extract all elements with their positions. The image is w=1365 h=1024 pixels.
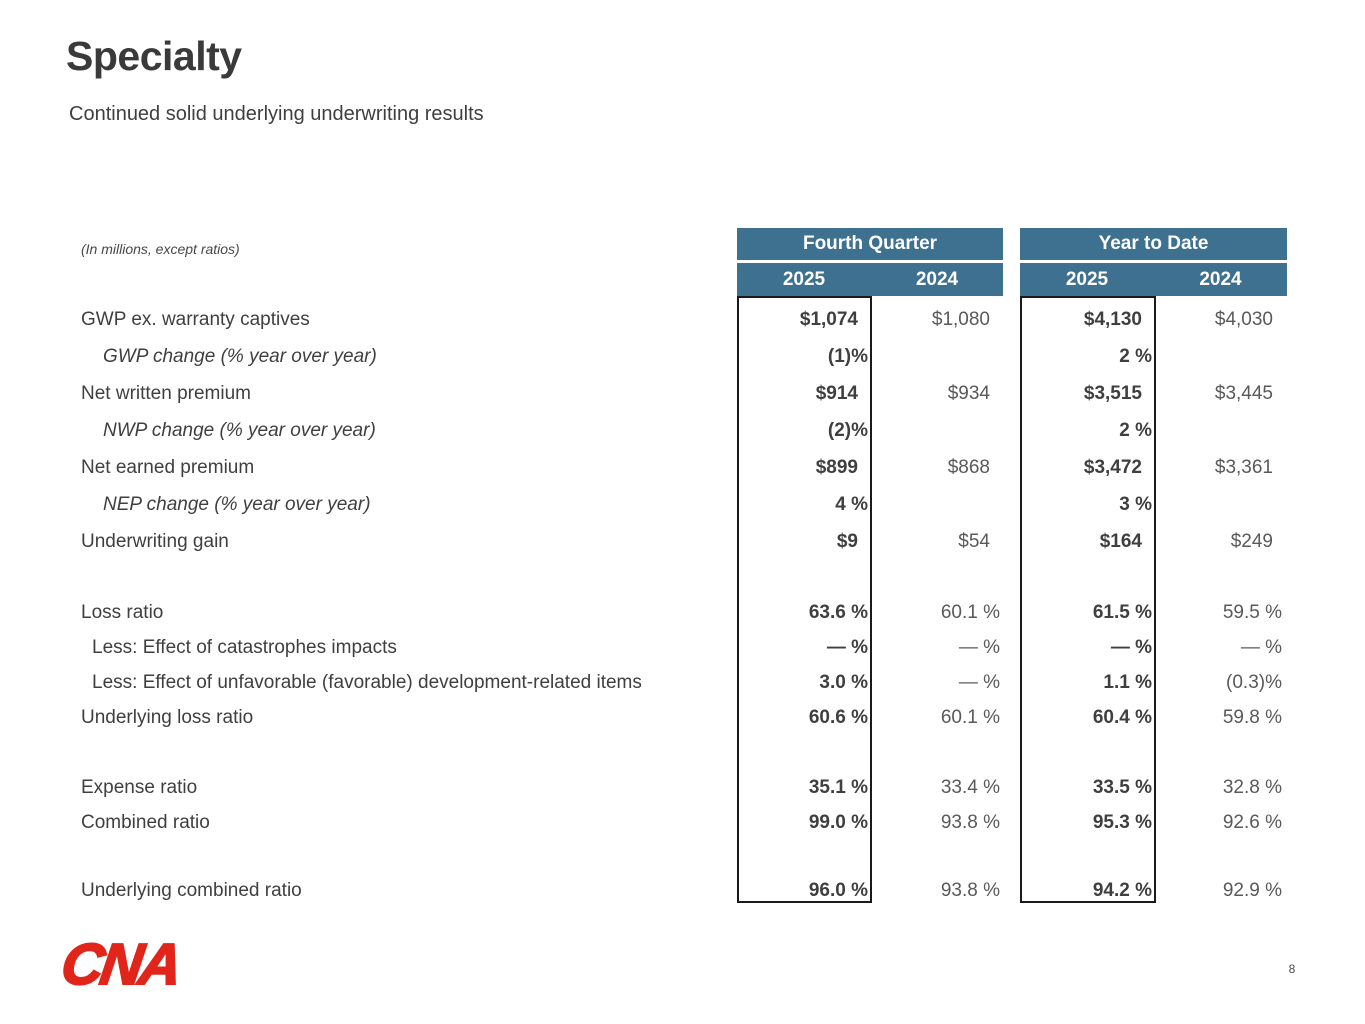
cell-ytd-2025: $164 — [1099, 530, 1142, 552]
table-row: Loss ratio 63.6 % 60.1 % 61.5 % 59.5 % — [81, 595, 1287, 630]
table-spacer-row — [81, 840, 1287, 873]
cell-fq-2024: — % — [958, 671, 1000, 693]
table-row: GWP ex. warranty captives $1,074 $1,080 $4,… — [81, 301, 1287, 338]
table-row: Net written premium $914 $934 $3,515 $3,445 — [81, 375, 1287, 412]
cell-fq-2025: 60.6 % — [808, 706, 868, 728]
cell-ytd-2025: 95.3 % — [1092, 811, 1152, 833]
table-spacer-row — [81, 735, 1287, 770]
row-label: Combined ratio — [81, 811, 210, 833]
table-row: Expense ratio 35.1 % 33.4 % 33.5 % 32.8 % — [81, 770, 1287, 805]
row-label: NWP change (% year over year) — [103, 419, 376, 441]
table-row: NWP change (% year over year) (2)% 2 % — [81, 412, 1287, 449]
cell-ytd-2024: 92.9 % — [1222, 879, 1282, 901]
cell-ytd-2025: — % — [1110, 636, 1152, 658]
cell-ytd-2024: $4,030 — [1214, 308, 1273, 330]
cell-fq-2025: 96.0 % — [808, 879, 868, 901]
cell-ytd-2024: — % — [1240, 636, 1282, 658]
cell-ytd-2025: 2 % — [1119, 419, 1152, 441]
table-row: Underlying combined ratio 96.0 % 93.8 % 94.… — [81, 873, 1287, 908]
cell-fq-2025: 35.1 % — [808, 776, 868, 798]
cell-fq-2024: 93.8 % — [940, 879, 1000, 901]
cell-ytd-2024: 59.8 % — [1222, 706, 1282, 728]
cell-fq-2024: 33.4 % — [940, 776, 1000, 798]
cell-ytd-2025: 94.2 % — [1092, 879, 1152, 901]
cna-logo: CNA — [57, 931, 185, 998]
cell-fq-2024: 60.1 % — [940, 706, 1000, 728]
cell-fq-2025: $899 — [815, 456, 858, 478]
cell-fq-2024: 60.1 % — [940, 601, 1000, 623]
page-title: Specialty — [66, 33, 242, 79]
cell-fq-2024: 93.8 % — [940, 811, 1000, 833]
cell-ytd-2025: $3,472 — [1083, 456, 1142, 478]
cell-ytd-2024: $3,361 — [1214, 456, 1273, 478]
row-label: Loss ratio — [81, 601, 164, 623]
cell-fq-2024: $934 — [947, 382, 990, 404]
table-row: Underlying loss ratio 60.6 % 60.1 % 60.4 % 5… — [81, 700, 1287, 735]
row-label: Less: Effect of catastrophes impacts — [92, 636, 397, 658]
units-note: (In millions, except ratios) — [81, 241, 240, 257]
row-label: GWP change (% year over year) — [103, 345, 377, 367]
cell-fq-2024: $54 — [958, 530, 990, 552]
row-label: Expense ratio — [81, 776, 198, 798]
fq-2025-column-header: 2025 — [782, 269, 826, 290]
year-to-date-year-headers: 2025 2024 — [1020, 263, 1287, 296]
cell-fq-2025: (1)% — [827, 345, 868, 367]
cell-fq-2024: $868 — [947, 456, 990, 478]
cell-fq-2025: 99.0 % — [808, 811, 868, 833]
cell-ytd-2025: 3 % — [1119, 493, 1152, 515]
cell-ytd-2025: 1.1 % — [1103, 671, 1152, 693]
cell-ytd-2025: $3,515 — [1083, 382, 1142, 404]
cell-ytd-2024: (0.3)% — [1226, 671, 1282, 693]
row-label: GWP ex. warranty captives — [81, 308, 310, 330]
row-label: Net earned premium — [81, 456, 255, 478]
cell-fq-2025: $1,074 — [799, 308, 858, 330]
row-label: NEP change (% year over year) — [103, 493, 371, 515]
cell-ytd-2024: 59.5 % — [1222, 601, 1282, 623]
row-label: Underlying combined ratio — [81, 879, 302, 901]
table-row: GWP change (% year over year) (1)% 2 % — [81, 338, 1287, 375]
cell-ytd-2025: 60.4 % — [1092, 706, 1152, 728]
table-row: Less: Effect of catastrophes impacts — % —… — [81, 630, 1287, 665]
table-row: Combined ratio 99.0 % 93.8 % 95.3 % 92.6 % — [81, 805, 1287, 840]
row-label: Less: Effect of unfavorable (favorable) … — [92, 671, 642, 693]
column-group-fourth-quarter: Fourth Quarter — [737, 228, 1003, 260]
cell-fq-2025: 3.0 % — [819, 671, 868, 693]
cell-fq-2025: — % — [826, 636, 868, 658]
table-row: Less: Effect of unfavorable (favorable) … — [81, 665, 1287, 700]
cell-ytd-2024: 32.8 % — [1222, 776, 1282, 798]
subtitle: Continued solid underlying underwriting … — [69, 103, 484, 125]
cell-ytd-2025: $4,130 — [1083, 308, 1142, 330]
cell-fq-2024: $1,080 — [931, 308, 990, 330]
cell-fq-2025: $914 — [815, 382, 858, 404]
cell-ytd-2024: $249 — [1230, 530, 1273, 552]
cell-ytd-2025: 2 % — [1119, 345, 1152, 367]
table-row: NEP change (% year over year) 4 % 3 % — [81, 486, 1287, 523]
cell-fq-2025: 63.6 % — [808, 601, 868, 623]
cell-ytd-2025: 61.5 % — [1092, 601, 1152, 623]
cell-fq-2025: (2)% — [827, 419, 868, 441]
table-row: Net earned premium $899 $868 $3,472 $3,361 — [81, 449, 1287, 486]
table-rows: GWP ex. warranty captives $1,074 $1,080 $4,… — [81, 296, 1287, 908]
cell-ytd-2025: 33.5 % — [1092, 776, 1152, 798]
table-spacer-row — [81, 560, 1287, 595]
ytd-2025-column-header: 2025 — [1065, 269, 1109, 290]
row-label: Net written premium — [81, 382, 251, 404]
ytd-2024-column-header: 2024 — [1199, 269, 1242, 290]
fourth-quarter-year-headers: 2025 2024 — [737, 263, 1003, 296]
fq-2024-column-header: 2024 — [915, 269, 959, 290]
cell-ytd-2024: $3,445 — [1214, 382, 1273, 404]
cell-fq-2025: $9 — [836, 530, 858, 552]
column-group-year-to-date: Year to Date — [1020, 228, 1287, 260]
row-label: Underwriting gain — [81, 530, 229, 552]
table-row: Underwriting gain $9 $54 $164 $249 — [81, 523, 1287, 560]
cell-fq-2025: 4 % — [835, 493, 868, 515]
page-number: 8 — [1288, 962, 1296, 976]
cell-fq-2024: — % — [958, 636, 1000, 658]
row-label: Underlying loss ratio — [81, 706, 254, 728]
cell-ytd-2024: 92.6 % — [1222, 811, 1282, 833]
